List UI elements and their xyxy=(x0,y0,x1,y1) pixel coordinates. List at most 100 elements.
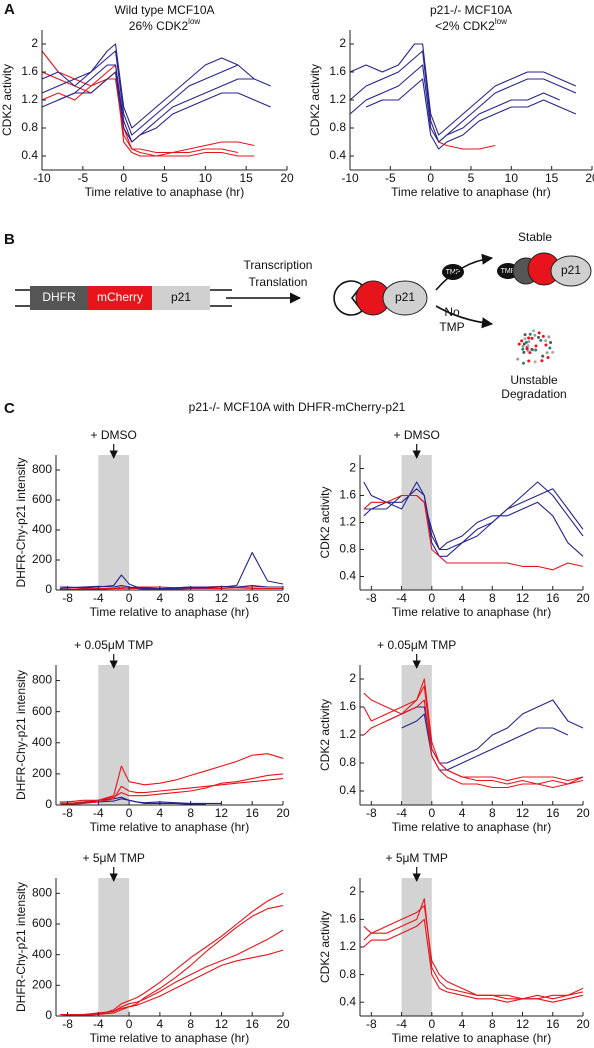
fragment xyxy=(530,336,534,340)
shaded-window xyxy=(98,665,130,805)
x-tick-label: -4 xyxy=(396,591,407,605)
fragment xyxy=(527,340,531,344)
y-tick-label: 400 xyxy=(32,522,52,536)
trace xyxy=(59,949,284,1016)
unstable-label: Degradation xyxy=(501,387,566,401)
chart-title: p21-/- MCF10A xyxy=(430,3,512,17)
x-tick-label: 12 xyxy=(516,1017,530,1031)
y-tick-label: 2 xyxy=(349,671,356,685)
trace xyxy=(363,494,584,557)
trace xyxy=(41,50,255,136)
y-tick-label: 1.2 xyxy=(339,939,356,953)
x-tick-label: -8 xyxy=(62,1017,73,1031)
fragment xyxy=(546,356,550,360)
x-tick-label: 10 xyxy=(505,171,519,185)
y-tick-label: 0.4 xyxy=(329,148,346,162)
chart-subtitle: 26% CDK2low xyxy=(129,17,201,33)
fragment xyxy=(549,341,553,345)
trace xyxy=(363,481,584,557)
gene-label: mCherry xyxy=(97,290,143,304)
x-tick-label: 0 xyxy=(126,1017,133,1031)
panel-label: B xyxy=(4,231,15,248)
p21-domain xyxy=(382,280,428,316)
x-tick-label: 0 xyxy=(428,591,435,605)
fragment xyxy=(523,337,527,341)
x-tick-label: 4 xyxy=(459,1017,466,1031)
x-tick-label: 8 xyxy=(187,591,194,605)
x-tick-label: 4 xyxy=(157,806,164,820)
panel-label: C xyxy=(4,400,15,417)
x-tick-label: 12 xyxy=(516,806,530,820)
x-axis-label: Time relative to anaphase (hr) xyxy=(85,185,245,199)
fragment xyxy=(537,331,541,335)
shaded-window xyxy=(401,665,432,805)
section-title: p21-/- MCF10A with DHFR-mCherry-p21 xyxy=(189,400,406,414)
shaded-window xyxy=(401,878,432,1016)
process-label: Transcription xyxy=(244,258,313,272)
annotation: + 5μM TMP xyxy=(386,851,448,865)
y-tick-label: 0.8 xyxy=(21,120,38,134)
fragment xyxy=(532,329,536,333)
fragment xyxy=(541,354,545,358)
fragment xyxy=(521,347,525,351)
trace xyxy=(363,699,584,789)
trace xyxy=(365,78,577,150)
x-tick-label: 16 xyxy=(246,1017,260,1031)
trace xyxy=(59,778,284,806)
arrow xyxy=(435,253,494,291)
x-tick-label: -4 xyxy=(93,806,104,820)
y-tick-label: 0.4 xyxy=(339,569,356,583)
degradation-fragments xyxy=(516,329,555,365)
x-tick-label: 16 xyxy=(246,806,260,820)
annotation: + 5μM TMP xyxy=(83,851,145,865)
stable-label: Stable xyxy=(518,230,552,244)
trace xyxy=(41,43,239,129)
x-tick-label: 10 xyxy=(199,171,213,185)
trace xyxy=(59,773,284,803)
trace xyxy=(363,678,584,782)
no-tmp-label: TMP xyxy=(439,320,464,334)
y-tick-label: 0.8 xyxy=(329,120,346,134)
fragment xyxy=(520,339,524,343)
y-tick-label: 0.4 xyxy=(339,783,356,797)
trace xyxy=(41,71,271,143)
x-tick-label: 0 xyxy=(428,1017,435,1031)
gene-dhfr xyxy=(30,286,88,310)
trace xyxy=(363,905,584,1000)
y-tick-label: 0.4 xyxy=(339,994,356,1008)
y-tick-label: 0.8 xyxy=(339,755,356,769)
fragment xyxy=(551,350,555,354)
y-axis-label: CDK2 activity xyxy=(318,486,332,558)
fragment xyxy=(545,351,549,355)
trace xyxy=(438,141,496,150)
x-tick-label: 5 xyxy=(468,171,475,185)
x-tick-label: 5 xyxy=(161,171,168,185)
subtitle-sup: low xyxy=(495,17,507,26)
y-tick-label: 1.2 xyxy=(21,92,38,106)
y-axis-label: DHFR-Chy-p21 intensity xyxy=(14,882,28,1012)
x-tick-label: 8 xyxy=(187,806,194,820)
y-tick-label: 1.6 xyxy=(21,64,38,78)
subtitle-text: 26% CDK2 xyxy=(129,19,189,33)
x-tick-label: 4 xyxy=(157,591,164,605)
y-tick-label: 1.6 xyxy=(339,699,356,713)
y-tick-label: 800 xyxy=(32,462,52,476)
y-tick-label: 600 xyxy=(32,492,52,506)
fragment xyxy=(534,344,538,348)
x-tick-label: 8 xyxy=(489,591,496,605)
fragment xyxy=(548,346,552,350)
x-tick-label: 12 xyxy=(516,591,530,605)
subtitle-text: <2% CDK2 xyxy=(435,19,495,33)
x-tick-label: 8 xyxy=(187,1017,194,1031)
y-axis-label: CDK2 activity xyxy=(318,911,332,983)
x-tick-label: 4 xyxy=(459,591,466,605)
y-axis-label: DHFR-Chy-p21 intensity xyxy=(14,670,28,800)
arrow xyxy=(435,305,494,329)
tmp-label: TMP xyxy=(446,269,461,276)
x-tick-label: -4 xyxy=(93,1017,104,1031)
x-tick-label: 12 xyxy=(215,806,229,820)
x-axis-label: Time relative to anaphase (hr) xyxy=(391,185,551,199)
trace xyxy=(59,753,284,804)
x-tick-label: -8 xyxy=(62,806,73,820)
x-tick-label: -4 xyxy=(93,591,104,605)
